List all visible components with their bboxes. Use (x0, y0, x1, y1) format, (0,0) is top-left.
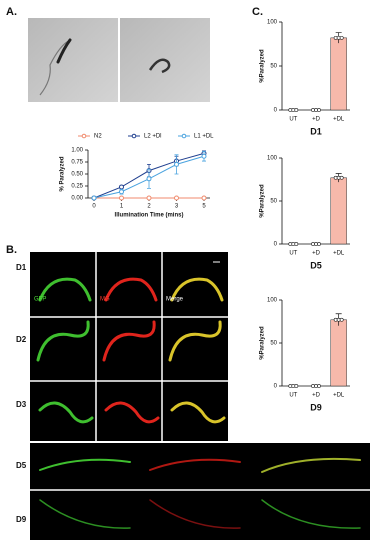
point (294, 108, 299, 112)
panel-label: A. (6, 6, 17, 18)
point (119, 189, 124, 195)
channel-label: Merge (166, 297, 184, 303)
y-tick-label: 100 (267, 20, 278, 26)
x-axis-label: Illumination Time (mins) (115, 213, 184, 219)
bar (330, 37, 347, 111)
bar (330, 177, 347, 245)
point (339, 175, 344, 180)
y-axis-label: %Paralyzed (260, 184, 266, 218)
row-label: D1 (16, 263, 27, 272)
panel-label: C. (252, 6, 263, 18)
channel-label: GFP (34, 297, 46, 303)
bar (330, 319, 347, 387)
legend-label: N2 (94, 134, 102, 140)
point (119, 184, 124, 190)
point (174, 161, 179, 167)
panel-label: B. (6, 244, 17, 256)
point (119, 195, 124, 201)
x-tick-label: +DL (333, 393, 345, 399)
legend-label: L2 +Dl (144, 134, 162, 140)
y-tick-label: 50 (270, 64, 277, 70)
point (201, 153, 207, 159)
x-tick-label: UT (289, 393, 297, 399)
row-label: D5 (16, 461, 27, 470)
legend-label: L1 +DL (194, 134, 214, 140)
y-tick-label: 0.25 (71, 184, 83, 190)
point (339, 35, 344, 40)
x-tick-label: +D (312, 393, 321, 399)
point (146, 195, 152, 201)
y-tick-label: 0.00 (71, 196, 83, 202)
point (294, 242, 299, 246)
y-tick-label: 0.75 (71, 160, 83, 166)
y-axis-label: %Paralyzed (260, 49, 266, 83)
y-tick-label: 0 (274, 384, 278, 390)
y-axis-label: % Paralyzed (60, 156, 66, 191)
fluorescence-images (30, 252, 370, 540)
channel-label: MG (100, 297, 110, 303)
y-tick-label: 100 (267, 298, 278, 304)
x-tick-label: 2 (147, 204, 151, 210)
point (317, 384, 321, 388)
point (339, 317, 344, 322)
x-tick-label: 0 (92, 204, 96, 210)
y-tick-label: 0 (274, 108, 278, 114)
point (317, 242, 321, 246)
row-label: D2 (16, 335, 27, 344)
chart-title: D1 (310, 126, 322, 136)
x-tick-label: UT (289, 117, 297, 123)
y-tick-label: 50 (270, 199, 277, 205)
x-tick-label: +DL (333, 251, 345, 257)
point (294, 384, 299, 388)
x-tick-label: 3 (175, 204, 179, 210)
y-tick-label: 1.00 (71, 148, 83, 154)
x-tick-label: 1 (120, 204, 124, 210)
y-tick-label: 0.50 (71, 172, 83, 178)
legend-marker (131, 133, 137, 139)
point (174, 195, 179, 201)
row-label: D9 (16, 515, 27, 524)
y-tick-label: 100 (267, 156, 278, 162)
y-tick-label: 50 (270, 341, 277, 347)
legend-marker (181, 133, 187, 139)
y-axis-label: %Paralyzed (260, 326, 266, 360)
brightfield-images (28, 18, 210, 102)
x-tick-label: +DL (333, 117, 345, 123)
point (91, 195, 97, 201)
x-tick-label: 5 (202, 204, 206, 210)
x-tick-label: +D (312, 117, 321, 123)
chart-title: D5 (310, 260, 322, 270)
x-tick-label: +D (312, 251, 321, 257)
y-tick-label: 0 (274, 242, 278, 248)
row-label: D3 (16, 400, 27, 409)
point (146, 176, 152, 182)
x-tick-label: UT (289, 251, 297, 257)
chart-title: D9 (310, 402, 322, 412)
point (201, 195, 207, 201)
legend-marker (81, 133, 87, 139)
point (317, 108, 321, 112)
